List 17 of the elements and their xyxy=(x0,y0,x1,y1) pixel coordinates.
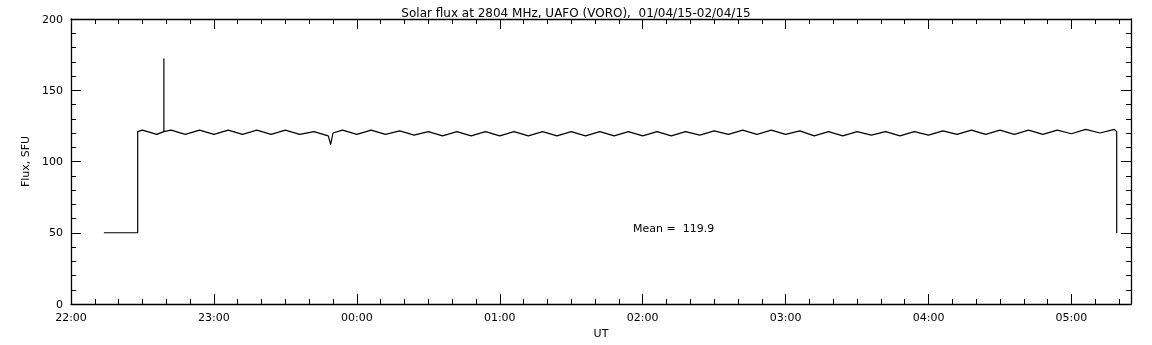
y-tick-label: 150 xyxy=(42,83,63,97)
x-tick-label: 23:00 xyxy=(198,311,230,324)
y-tick-label: 50 xyxy=(49,226,63,240)
x-axis-title: UT xyxy=(593,326,609,340)
y-tick-label: 0 xyxy=(56,297,63,311)
x-tick-label: 03:00 xyxy=(769,311,802,324)
y-axis-title: Flux, SFU xyxy=(19,135,33,188)
annotation: Mean = 119.9 xyxy=(633,222,715,235)
chart-title: Solar flux at 2804 MHz, UAFO (VORO), 01/04/15-02/04/15 xyxy=(401,6,751,20)
x-tick-label: 00:00 xyxy=(340,311,373,324)
x-tick-label: 04:00 xyxy=(912,311,945,324)
y-tick-label: 200 xyxy=(42,12,63,26)
x-tick-label: 22:00 xyxy=(55,311,87,324)
x-tick-label: 02:00 xyxy=(626,311,659,324)
y-tick-label: 100 xyxy=(42,155,63,168)
x-tick-label: 01:00 xyxy=(483,311,516,324)
x-tick-label: 05:00 xyxy=(1055,311,1088,324)
